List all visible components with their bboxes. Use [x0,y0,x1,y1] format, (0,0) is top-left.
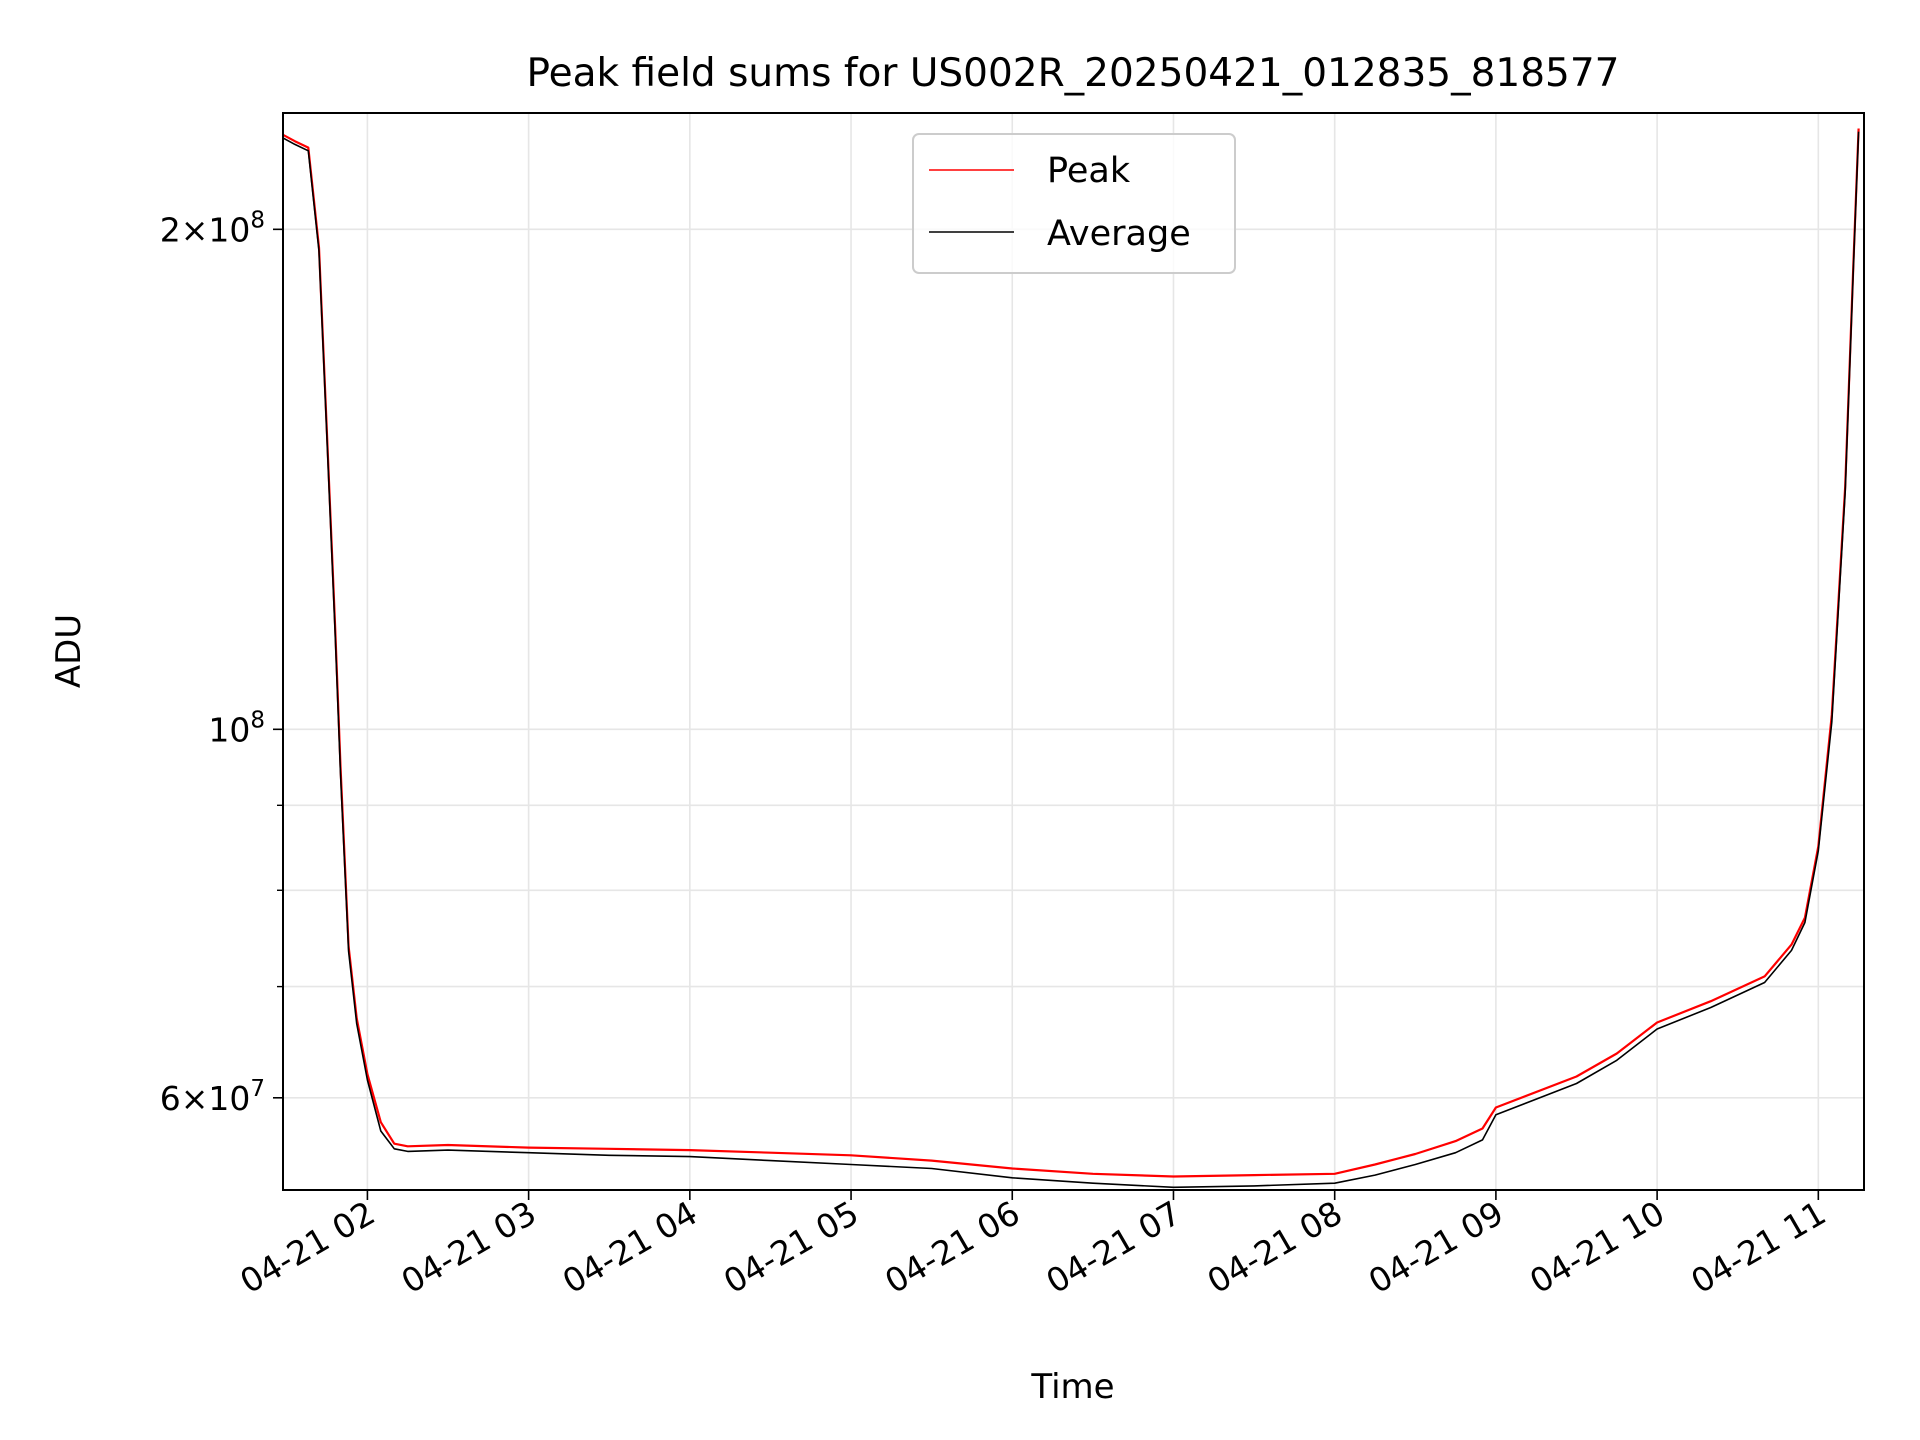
chart-title: Peak field sums for US002R_20250421_0128… [527,51,1620,96]
y-tick-label: 108 [208,707,265,749]
grid [283,113,1864,1190]
legend-label-peak: Peak [1047,151,1131,191]
y-tick-label: 6×107 [160,1076,265,1118]
y-axis-label: ADU [49,614,89,688]
legend-box [912,133,1236,274]
x-axis-label: Time [1030,1367,1114,1407]
plot-frame [282,112,1865,1191]
series-line-average [283,131,1860,1189]
y-tick-label: 2×108 [160,207,265,249]
legend-label-average: Average [1047,214,1191,254]
series-layer [283,128,1860,1189]
legend: Peak Average [912,133,1236,274]
